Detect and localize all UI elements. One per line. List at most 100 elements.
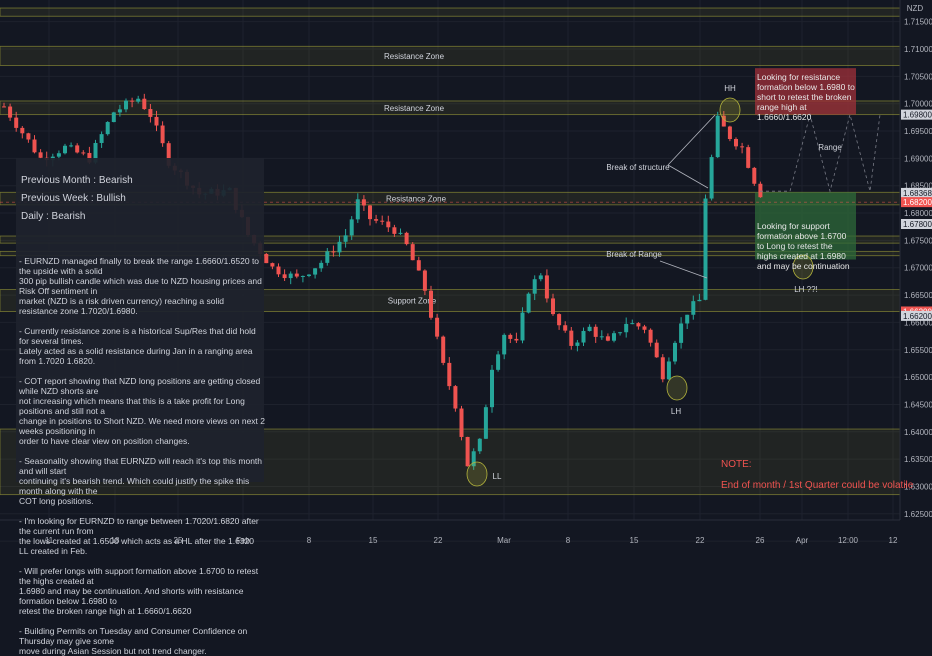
bias-daily: Daily : Bearish — [21, 211, 86, 222]
analysis-line — [19, 616, 265, 626]
lh-question-marker — [792, 254, 814, 280]
bias-week: Previous Week : Bullish — [21, 193, 126, 204]
candle-body — [709, 157, 714, 199]
ll-label: LL — [493, 472, 502, 481]
candle-body — [587, 326, 592, 331]
analysis-line: - Will prefer longs with support formati… — [19, 566, 261, 586]
x-tick-label: 12 — [889, 536, 898, 545]
short-setup-text: Looking for resistance formation below 1… — [757, 72, 855, 122]
hh-label: HH — [724, 84, 736, 93]
y-tick-label: 1.64500 — [904, 400, 932, 409]
candle-body — [282, 274, 287, 279]
candle-body — [93, 142, 98, 163]
candle-body — [508, 334, 513, 339]
y-tick-label: 1.68500 — [904, 182, 932, 191]
candle-body — [374, 219, 379, 221]
candle-body — [148, 109, 153, 117]
y-tick-label: 1.65000 — [904, 373, 932, 382]
break-range-label: Break of Range — [606, 250, 662, 259]
price-label: 1.69800 — [903, 111, 932, 120]
candle-body — [679, 323, 684, 343]
price-zone — [0, 45, 901, 66]
candle-body — [544, 275, 549, 299]
hh-marker — [719, 97, 741, 123]
candle-body — [105, 122, 110, 135]
candle-body — [660, 357, 665, 380]
candle-body — [398, 232, 403, 234]
candle-body — [32, 139, 37, 153]
candle-body — [319, 262, 324, 269]
candle-body — [2, 106, 6, 108]
analysis-line: - COT report showing that NZD long posit… — [19, 376, 263, 396]
x-tick-label: 18 — [111, 536, 120, 545]
lh-label: LH — [671, 407, 681, 416]
x-tick-label: Mar — [497, 536, 511, 545]
candle-body — [300, 275, 305, 277]
candles — [2, 93, 763, 470]
candle-body — [361, 199, 366, 206]
candle-body — [703, 198, 708, 300]
candle-body — [331, 251, 336, 253]
candle-body — [697, 299, 702, 302]
candle-body — [14, 117, 19, 128]
analysis-panel: - EURNZD managed finally to break the ra… — [16, 158, 265, 656]
candle-body — [111, 112, 116, 123]
candle-body — [459, 408, 464, 437]
candle-body — [483, 407, 488, 439]
candle-body — [288, 273, 293, 279]
candle-body — [685, 314, 690, 324]
short-setup-box — [755, 68, 856, 115]
analysis-line: order to have clear view on position cha… — [19, 436, 190, 446]
candle-body — [453, 386, 458, 409]
price-label: 1.66200 — [903, 312, 932, 321]
candle-body — [325, 251, 330, 263]
candle-body — [130, 100, 135, 102]
note-text: End of month / 1st Quarter could be vola… — [721, 480, 914, 491]
zone-label: Support Zone — [388, 297, 437, 306]
analysis-line: - Seasonality showing that EURNZD will r… — [19, 456, 265, 476]
candle-body — [81, 152, 86, 154]
analysis-text: - EURNZD managed finally to break the ra… — [19, 256, 265, 656]
candle-body — [666, 361, 671, 380]
price-zone — [0, 7, 901, 17]
y-tick-label: 1.66000 — [904, 318, 932, 327]
x-tick-label: 26 — [756, 536, 765, 545]
candle-body — [20, 127, 25, 134]
candle-body — [441, 336, 446, 363]
analysis-line: change in positions to Short NZD. We nee… — [19, 416, 268, 436]
analysis-line: - Currently resistance zone is a histori… — [19, 326, 259, 346]
long-setup-text: Looking for support formation above 1.67… — [757, 221, 850, 271]
analysis-line — [19, 316, 265, 326]
candle-body — [758, 183, 763, 198]
candle-body — [575, 342, 580, 346]
candle-body — [142, 98, 147, 110]
x-tick-label: 8 — [566, 536, 571, 545]
candle-body — [276, 266, 281, 275]
analysis-line: continuing it's bearish trend. Which cou… — [19, 476, 252, 496]
candle-body — [447, 362, 452, 387]
x-tick-label: 15 — [369, 536, 378, 545]
candle-body — [514, 338, 519, 341]
analysis-line: - I'm looking for EURNZD to range betwee… — [19, 516, 262, 536]
candle-body — [465, 436, 470, 467]
candle-body — [422, 270, 427, 291]
y-tick-label: 1.71000 — [904, 45, 932, 54]
analysis-line: COT long positions. — [19, 496, 94, 506]
candle-body — [343, 235, 348, 242]
candle-body — [740, 146, 745, 148]
price-label-bg — [901, 218, 932, 229]
candle-body — [624, 323, 629, 333]
candle-body — [532, 279, 537, 294]
analysis-line — [19, 366, 265, 376]
candle-body — [502, 334, 507, 355]
bias-month: Previous Month : Bearish — [21, 175, 133, 186]
candle-body — [8, 106, 13, 118]
analysis-line: 300 pip bullish candle which was due to … — [19, 276, 265, 296]
zone-label: Resistance Zone — [384, 52, 445, 61]
candle-body — [429, 290, 433, 318]
candle-body — [26, 133, 31, 140]
long-setup-box — [755, 192, 856, 260]
break-structure-label: Break of structure — [606, 163, 670, 172]
candle-body — [538, 275, 543, 280]
candle-body — [673, 342, 677, 362]
